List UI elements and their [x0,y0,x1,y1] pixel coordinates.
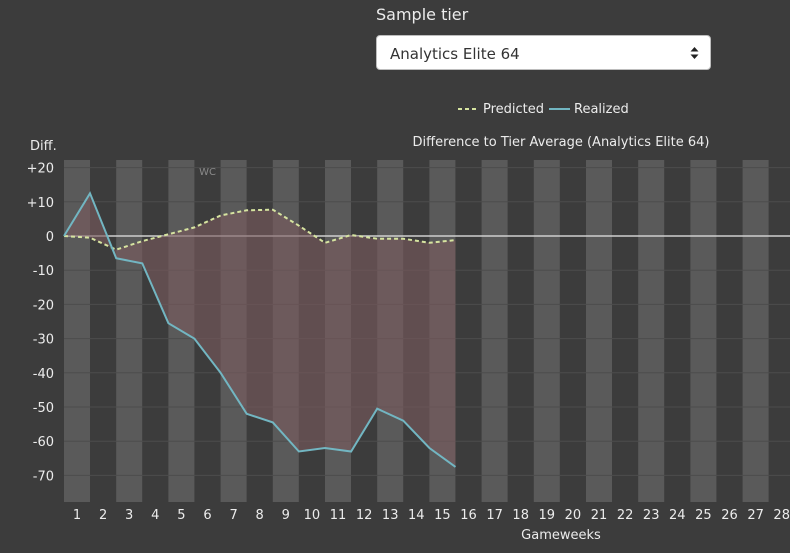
x-tick-label: 1 [73,508,81,523]
column-band-23 [638,160,665,502]
x-tick-label: 17 [486,508,503,523]
series-lines [63,191,457,468]
x-tick-label: 20 [565,508,582,523]
y-tick-label: -50 [33,401,54,416]
x-tick-label: 16 [460,508,477,523]
x-tick-label: 13 [382,508,399,523]
x-tick-label: 9 [282,508,290,523]
column-band-21 [586,160,612,502]
select-arrows-icon [690,47,699,59]
y-tick-label: 0 [46,230,54,245]
x-tick-label: 2 [99,508,107,523]
difference-area [64,193,456,467]
y-tick-label: -30 [33,333,54,348]
chart-title: Difference to Tier Average (Analytics El… [413,135,710,150]
y-tick-label: +10 [27,196,54,211]
legend-predicted-label: Predicted [483,102,544,117]
x-axis-ticks: 1 2 3 4 5 6 7 8 9 10 11 12 13 14 15 16 17 18 19 20 21 22 23 24 2… [73,508,790,523]
column-band-3 [116,160,143,502]
y-tick-label: -60 [33,435,54,450]
x-tick-label: 4 [151,508,159,523]
x-tick-label: 21 [591,508,608,523]
x-tick-label: 23 [643,508,660,523]
sample-tier-selected-value: Analytics Elite 64 [390,45,520,63]
x-tick-label: 6 [203,508,211,523]
x-tick-label: 11 [330,508,347,523]
y-tick-label: -10 [33,264,54,279]
x-tick-label: 5 [177,508,185,523]
column-band-25 [690,160,717,502]
x-tick-label: 24 [669,508,686,523]
x-tick-label: 7 [229,508,237,523]
y-tick-label: -40 [33,367,54,382]
x-tick-label: 26 [721,508,738,523]
column-band-17 [481,160,508,502]
legend: Predicted Realized [458,102,629,117]
y-axis-ticks: +20 +10 0 -10 -20 -30 -40 -50 -60 -70 [27,162,54,485]
y-axis-label: Diff. [30,139,57,154]
x-tick-label: 18 [512,508,529,523]
x-tick-label: 14 [408,508,425,523]
x-tick-label: 25 [695,508,712,523]
x-tick-label: 15 [434,508,451,523]
y-tick-label: -20 [33,298,54,313]
annotations: WC [199,167,216,178]
sample-tier-label: Sample tier [376,5,469,24]
legend-realized-label: Realized [574,102,629,117]
x-tick-label: 28 [773,508,790,523]
x-tick-label: 8 [256,508,264,523]
series-line-realized [63,191,457,468]
series-line-predicted [63,208,456,251]
x-axis-label: Gameweeks [521,528,601,543]
y-tick-label: -70 [33,469,54,484]
column-band-27 [742,160,769,502]
difference-area-fill [64,193,456,467]
x-tick-label: 12 [356,508,373,523]
column-band-19 [533,160,560,502]
x-tick-label: 22 [617,508,634,523]
x-tick-label: 19 [539,508,556,523]
x-tick-label: 10 [304,508,321,523]
sample-tier-select[interactable]: Analytics Elite 64 [376,35,711,70]
y-tick-label: +20 [27,162,54,177]
x-tick-label: 3 [125,508,133,523]
annotation-wc: WC [199,167,216,178]
x-tick-label: 27 [747,508,764,523]
